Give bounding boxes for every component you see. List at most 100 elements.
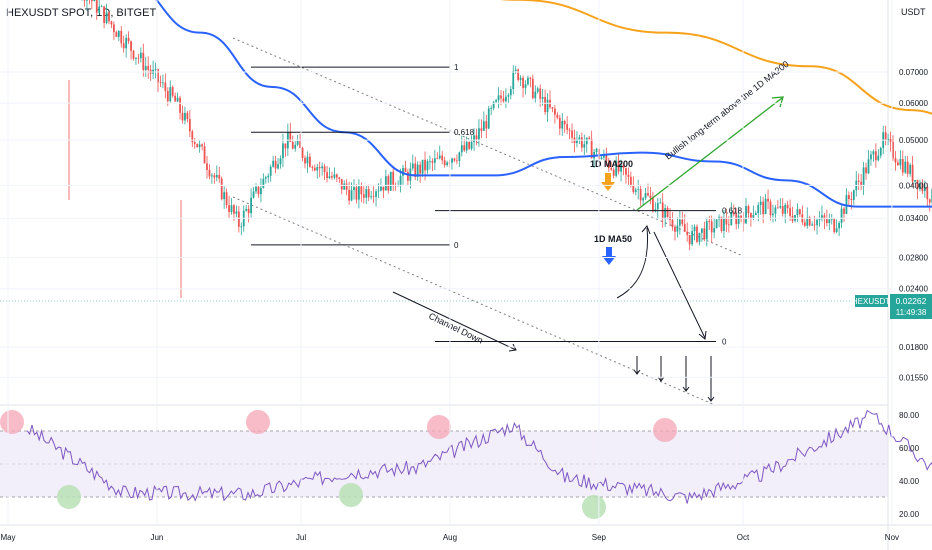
candle-body — [830, 218, 833, 220]
fib-level-label: 0.618 — [454, 128, 475, 137]
candle-body — [500, 95, 502, 99]
candle-body — [416, 164, 419, 178]
candle-body — [98, 6, 101, 13]
currency-label: USDT — [901, 7, 926, 17]
candle-body — [750, 213, 752, 219]
candle-body — [237, 211, 240, 227]
candle-body — [267, 175, 270, 178]
candle-body — [225, 192, 228, 206]
candle-body — [495, 100, 497, 102]
candle-body — [115, 32, 118, 37]
candle-body — [213, 175, 216, 178]
candle-body — [708, 221, 711, 223]
candle-body — [720, 216, 723, 231]
candle-body — [583, 144, 586, 148]
candle-body — [137, 57, 140, 59]
candle-body — [536, 88, 539, 92]
candle-body — [431, 161, 434, 163]
candle-body — [443, 160, 446, 166]
candle-body — [122, 43, 125, 49]
candle-body — [377, 190, 380, 192]
ma200-annotation: 1D MA200 — [590, 159, 633, 169]
candle-body — [874, 151, 877, 161]
candle-body — [674, 227, 676, 232]
candle-body — [803, 222, 806, 226]
candle-body — [899, 158, 902, 166]
candle-body — [625, 168, 627, 175]
candle-body — [678, 219, 681, 226]
candle-body — [426, 161, 429, 171]
candle-body — [588, 137, 591, 139]
candle-body — [358, 186, 360, 200]
candle-body — [120, 30, 123, 44]
candle-body — [732, 211, 735, 215]
candle-body — [505, 96, 507, 102]
candle-body — [105, 12, 108, 23]
candle-body — [752, 215, 755, 219]
candle-body — [776, 207, 779, 209]
candle-body — [652, 198, 654, 212]
candle-body — [301, 147, 304, 158]
candle-body — [772, 213, 774, 216]
candle-body — [723, 217, 725, 231]
candle-body — [389, 171, 392, 191]
candle-body — [360, 186, 363, 195]
fib-level-label: 1 — [454, 63, 459, 72]
candle-body — [117, 30, 120, 37]
candle-body — [813, 224, 816, 226]
candle-body — [610, 168, 613, 170]
candle-body — [634, 189, 637, 192]
candle-body — [840, 208, 843, 223]
candle-body — [473, 135, 475, 143]
candle-body — [585, 137, 588, 145]
candle-body — [321, 166, 324, 169]
rsi-overbought-marker — [0, 410, 24, 434]
arrowhead-icon — [508, 343, 517, 352]
candle-body — [906, 161, 909, 174]
candle-body — [252, 191, 255, 198]
candle-body — [463, 145, 466, 151]
candle-body — [375, 191, 377, 197]
candle-body — [372, 196, 375, 198]
candle-body — [656, 202, 659, 210]
candle-body — [558, 117, 561, 129]
candle-body — [514, 69, 517, 71]
candle-body — [615, 160, 618, 176]
candle-body — [478, 128, 480, 140]
candle-body — [600, 157, 603, 160]
candle-body — [848, 195, 850, 200]
candle-body — [147, 66, 150, 70]
candle-body — [255, 186, 257, 192]
candle-body — [490, 108, 493, 109]
candle-body — [642, 198, 644, 201]
candle-body — [166, 91, 169, 102]
candle-body — [823, 215, 826, 220]
candle-body — [460, 145, 463, 153]
candle-body — [779, 206, 782, 208]
candle-body — [754, 213, 757, 216]
last-price-tag — [890, 294, 932, 319]
candle-body — [456, 160, 458, 162]
candle-body — [531, 78, 534, 99]
candle-body — [309, 156, 311, 167]
candle-body — [487, 108, 490, 129]
candle-body — [220, 178, 223, 200]
candle-body — [306, 156, 309, 164]
candle-body — [527, 77, 529, 85]
candle-body — [171, 87, 174, 96]
candle-body — [497, 95, 500, 101]
ma50-marker-icon — [606, 247, 612, 257]
symbol-tag-text: HEXUSDT — [852, 297, 890, 306]
chart-title: HEXUSDT SPOT, 1D, BITGET — [6, 7, 157, 19]
candle-body — [127, 37, 130, 42]
candle-body — [620, 164, 622, 172]
candle-body — [671, 219, 674, 228]
candle-body — [686, 231, 689, 235]
candle-body — [139, 52, 142, 59]
candle-body — [806, 217, 809, 226]
candle-body — [872, 151, 875, 155]
candle-body — [83, 0, 86, 1]
candle-body — [713, 228, 716, 233]
bullish-arrow-line — [636, 97, 783, 211]
